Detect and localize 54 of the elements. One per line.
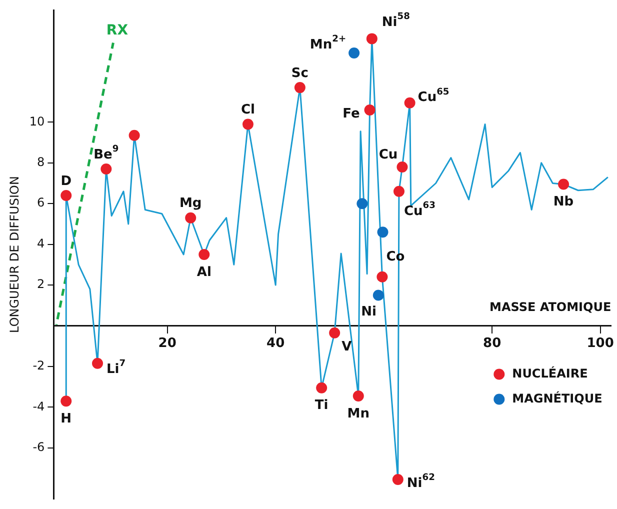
x-tick-label: 80 bbox=[483, 336, 502, 351]
point bbox=[366, 33, 378, 44]
point bbox=[329, 327, 340, 338]
annotation: Mg bbox=[179, 196, 202, 212]
point bbox=[242, 118, 254, 130]
legend-label: NUCLÉAIRE bbox=[512, 365, 588, 380]
point bbox=[294, 82, 306, 94]
point bbox=[377, 226, 388, 238]
annotation: Sc bbox=[291, 66, 308, 81]
legend-label: MAGNÉTIQUE bbox=[512, 390, 602, 406]
annotation: Nb bbox=[553, 194, 574, 210]
point bbox=[364, 104, 376, 116]
y-tick-label: 2 bbox=[37, 277, 45, 292]
annotation: Ni bbox=[361, 304, 376, 320]
point bbox=[92, 358, 104, 369]
annotation: D bbox=[60, 174, 72, 189]
point bbox=[558, 178, 570, 190]
y-tick-label: -6 bbox=[32, 440, 45, 454]
point bbox=[198, 249, 210, 260]
annotation: Cu bbox=[378, 147, 398, 162]
annotation: H bbox=[60, 411, 72, 426]
y-tick-label: -4 bbox=[32, 399, 45, 414]
x-axis-title: MASSE ATOMIQUE bbox=[490, 300, 612, 314]
point bbox=[100, 163, 112, 174]
annotation: Cl bbox=[240, 102, 255, 118]
point bbox=[372, 290, 384, 301]
point bbox=[185, 212, 196, 224]
point bbox=[128, 130, 140, 141]
point bbox=[348, 47, 360, 58]
point bbox=[392, 474, 404, 485]
annotation: Al bbox=[196, 264, 212, 280]
annotation: V bbox=[342, 339, 352, 354]
annotation: Mn bbox=[347, 406, 370, 422]
point bbox=[356, 198, 368, 210]
point bbox=[396, 161, 408, 172]
y-tick-label: 10 bbox=[29, 114, 45, 128]
x-tick-label: 40 bbox=[266, 336, 285, 351]
y-tick-label: 8 bbox=[37, 155, 45, 170]
annotation: Ti bbox=[314, 398, 328, 414]
y-axis-title: LONGUEUR DE DIFFUSION bbox=[7, 176, 22, 333]
x-tick-label: 100 bbox=[586, 336, 614, 351]
point bbox=[60, 396, 72, 407]
y-tick-label: 4 bbox=[37, 236, 45, 250]
point bbox=[393, 186, 404, 197]
point bbox=[404, 97, 416, 108]
y-tick-label: -2 bbox=[32, 358, 45, 373]
point bbox=[352, 390, 364, 402]
point bbox=[316, 382, 328, 394]
point bbox=[60, 190, 72, 201]
annotation: Fe bbox=[342, 106, 360, 122]
x-tick-label: 20 bbox=[158, 336, 176, 351]
point bbox=[376, 271, 388, 282]
series-label: RX bbox=[106, 22, 128, 38]
y-tick-label: 6 bbox=[37, 196, 45, 210]
